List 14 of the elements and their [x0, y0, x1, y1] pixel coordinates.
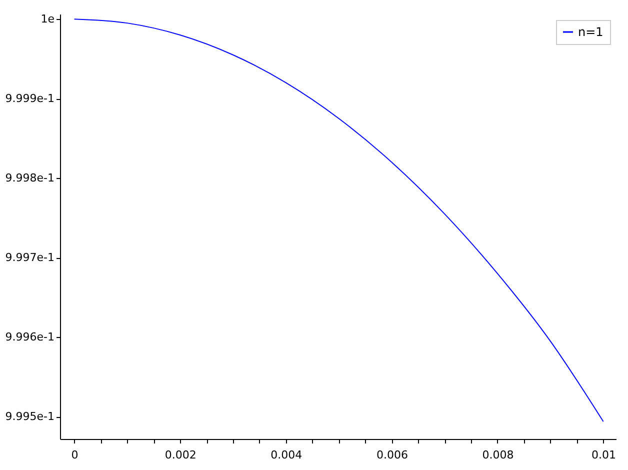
y-tick-label: 1e — [40, 12, 55, 26]
y-tick-label: 9.996e-1 — [5, 330, 54, 344]
x-tick-label: 0.01 — [592, 448, 616, 462]
x-tick-label: 0 — [71, 448, 78, 462]
y-tick-label: 9.995e-1 — [5, 410, 54, 424]
x-tick-label: 0.008 — [482, 448, 514, 462]
x-tick-label: 0.002 — [164, 448, 196, 462]
x-tick-label: 0.004 — [270, 448, 302, 462]
y-tick-label: 9.999e-1 — [5, 92, 54, 106]
y-tick-label: 9.998e-1 — [5, 172, 54, 185]
line-series — [74, 18, 604, 422]
y-tick-label: 9.997e-1 — [5, 251, 54, 264]
x-tick-label: 0.006 — [376, 448, 408, 462]
legend-label: n=1 — [578, 25, 604, 39]
